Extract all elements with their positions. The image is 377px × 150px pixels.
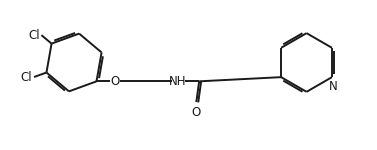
Text: NH: NH <box>169 75 187 88</box>
Text: Cl: Cl <box>28 29 40 42</box>
Text: O: O <box>192 106 201 119</box>
Text: O: O <box>110 75 120 88</box>
Text: Cl: Cl <box>21 70 32 84</box>
Text: N: N <box>329 80 338 93</box>
